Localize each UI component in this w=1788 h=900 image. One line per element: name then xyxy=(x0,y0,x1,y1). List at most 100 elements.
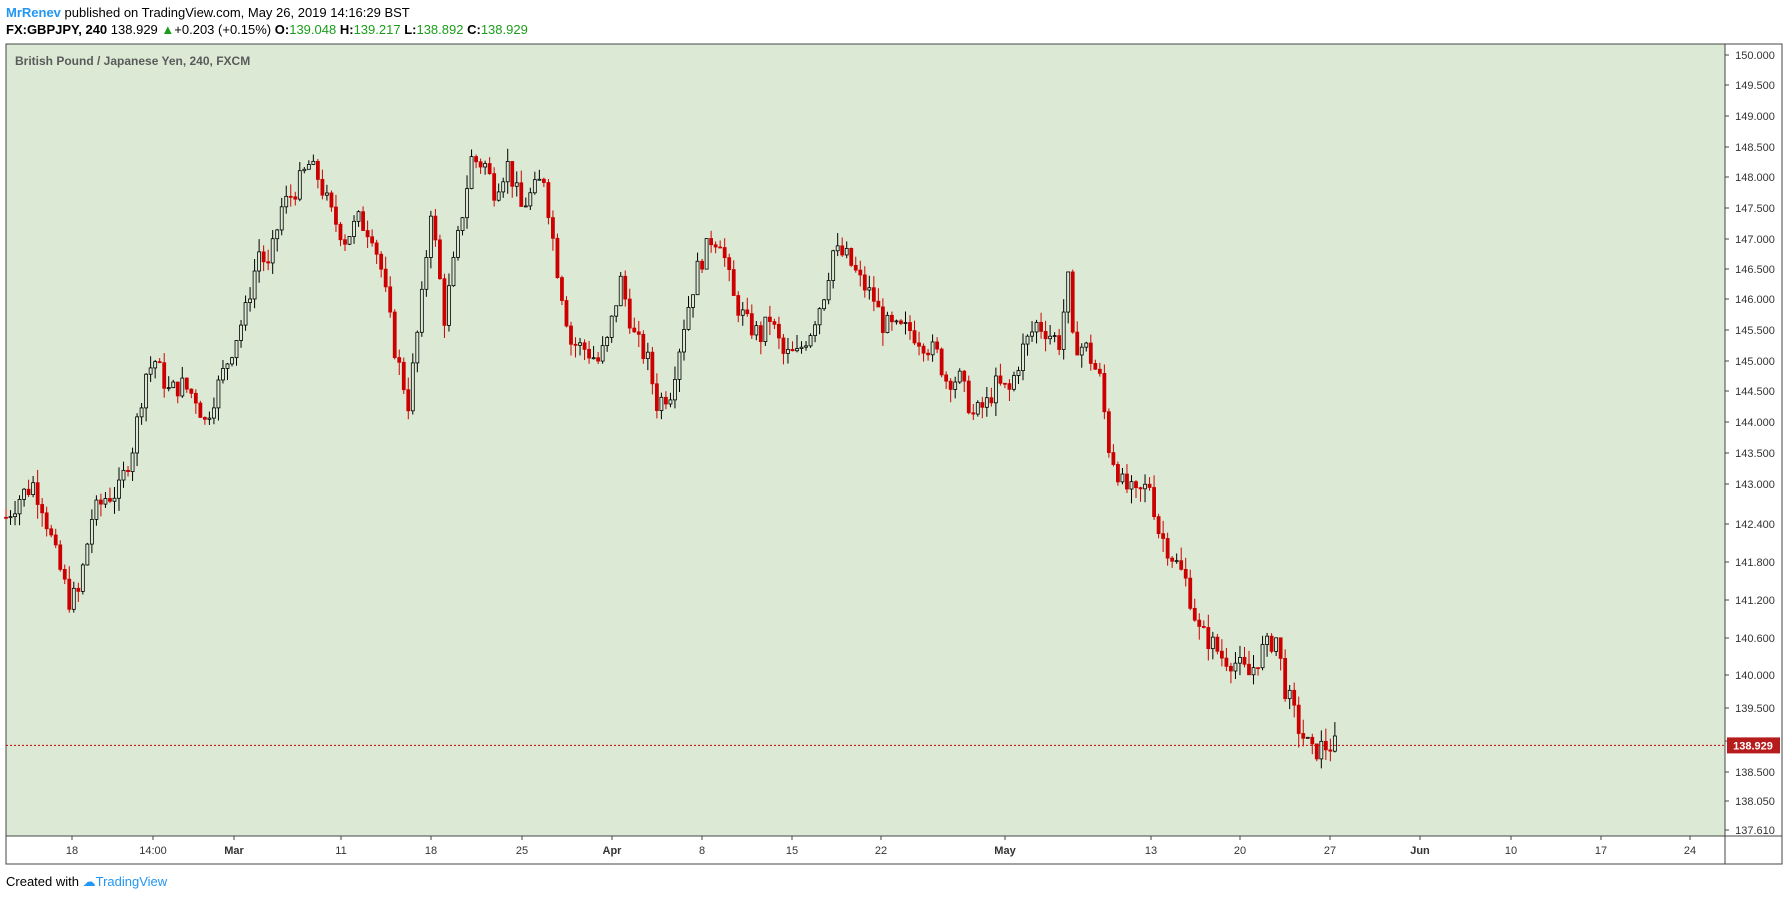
candle-body xyxy=(1048,335,1053,340)
candle-body xyxy=(664,396,668,405)
candle-body xyxy=(582,342,587,350)
candle-body xyxy=(632,327,637,333)
candle-body xyxy=(89,518,94,545)
candle-body xyxy=(555,237,560,279)
candle-body xyxy=(908,322,912,332)
candle-body xyxy=(175,381,180,397)
y-tick-label: 145.000 xyxy=(1735,356,1775,368)
candle-body xyxy=(700,260,704,270)
candle-body xyxy=(103,498,108,505)
y-tick-label: 138.050 xyxy=(1735,796,1775,808)
candle-body xyxy=(171,381,176,389)
candle-body xyxy=(501,181,506,193)
candle-body xyxy=(166,387,171,390)
y-tick-label: 144.000 xyxy=(1735,417,1775,429)
x-tick-label: Mar xyxy=(224,845,244,857)
candle-body xyxy=(948,380,953,390)
candle-body xyxy=(1296,704,1301,734)
candle-body xyxy=(80,564,85,592)
candle-body xyxy=(1021,343,1025,371)
x-tick-label: 25 xyxy=(516,845,528,857)
published-text: published on TradingView.com, May 26, 20… xyxy=(64,5,410,20)
candle-body xyxy=(862,274,867,291)
candle-body xyxy=(447,285,451,326)
candle-body xyxy=(257,251,262,272)
candle-body xyxy=(551,217,555,239)
candle-body xyxy=(1156,516,1161,535)
candle-body xyxy=(1287,689,1292,700)
candle-body xyxy=(1305,736,1310,739)
candle-body xyxy=(695,260,700,296)
candle-body xyxy=(22,488,26,500)
candle-body xyxy=(1030,331,1034,337)
candle-body xyxy=(871,287,876,302)
candle-body xyxy=(890,314,894,323)
candle-body xyxy=(1012,375,1016,390)
candle-body xyxy=(975,402,980,415)
tradingview-link[interactable]: TradingView xyxy=(95,874,168,889)
candle-body xyxy=(1125,473,1129,490)
candle-body xyxy=(1292,689,1297,706)
candle-body xyxy=(343,239,347,245)
candle-body xyxy=(1197,619,1202,627)
candle-body xyxy=(325,192,329,196)
candle-body xyxy=(618,275,623,307)
tradingview-logo-icon: ☁ xyxy=(82,874,96,889)
candle-body xyxy=(966,380,971,414)
candle-body xyxy=(356,211,361,222)
close-label: C: xyxy=(467,22,481,37)
candle-body xyxy=(225,363,230,369)
candle-body xyxy=(591,357,596,360)
candle-body xyxy=(899,320,903,324)
candle-body xyxy=(537,178,542,181)
candle-body xyxy=(1025,335,1030,345)
author-link[interactable]: MrRenev xyxy=(6,5,61,20)
candle-body xyxy=(1247,663,1251,676)
candle-body xyxy=(641,333,646,360)
candle-body xyxy=(636,331,641,335)
symbol-label: FX:GBPJPY, 240 xyxy=(6,22,108,37)
candle-body xyxy=(401,361,406,391)
candle-body xyxy=(1224,657,1229,667)
candle-body xyxy=(713,244,718,248)
candle-body xyxy=(338,223,343,241)
y-axis-ticks: 150.000 149.500 149.000 148.500 148.000 147.5… xyxy=(1725,50,1775,837)
candle-body xyxy=(718,246,723,249)
candle-body xyxy=(1260,644,1265,669)
created-with-text: Created with xyxy=(6,874,79,889)
candle-body xyxy=(578,342,582,346)
y-tick-label: 150.000 xyxy=(1735,50,1775,62)
candle-body xyxy=(573,343,578,346)
candle-body xyxy=(496,191,501,201)
candle-body xyxy=(930,341,935,356)
candle-body xyxy=(1043,331,1048,340)
candle-body xyxy=(1016,370,1021,376)
candle-body xyxy=(1314,743,1319,760)
x-tick-label: May xyxy=(994,845,1016,857)
candle-body xyxy=(388,286,393,313)
plot-area[interactable] xyxy=(5,43,1726,837)
publish-line: MrRenev published on TradingView.com, Ma… xyxy=(6,4,528,21)
candle-body xyxy=(157,361,162,364)
x-tick-label: 22 xyxy=(875,845,887,857)
candle-body xyxy=(853,264,858,271)
candle-body xyxy=(275,229,280,240)
candle-body xyxy=(1066,271,1071,313)
y-tick-label: 141.200 xyxy=(1735,595,1775,607)
x-axis-panel[interactable] xyxy=(5,835,1726,865)
candle-body xyxy=(1188,577,1193,609)
y-axis-panel[interactable] xyxy=(1724,43,1783,837)
candle-body xyxy=(623,275,628,300)
candle-body xyxy=(315,160,320,180)
chart-header: MrRenev published on TradingView.com, Ma… xyxy=(6,4,528,38)
footer: Created with ☁TradingView xyxy=(6,874,167,890)
candle-body xyxy=(596,357,601,362)
candle-body xyxy=(1170,557,1175,562)
candle-body xyxy=(835,245,840,252)
candle-body xyxy=(1283,658,1288,700)
candle-body xyxy=(135,416,139,454)
candle-body xyxy=(139,407,144,418)
candle-body xyxy=(4,516,8,519)
candle-body xyxy=(478,161,483,168)
